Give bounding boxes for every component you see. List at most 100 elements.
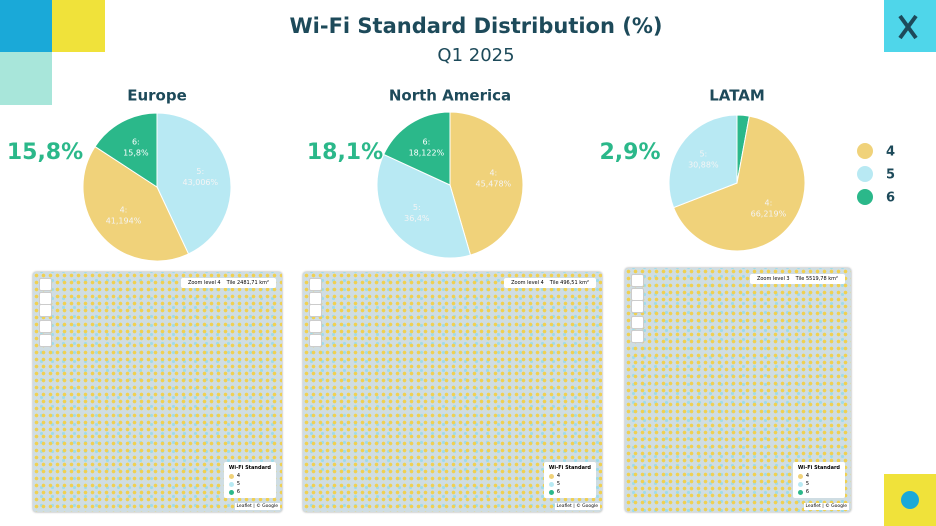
pie-title: North America <box>389 87 511 105</box>
map-legend-swatch <box>797 489 803 495</box>
pie-slice <box>376 153 472 259</box>
slice-label: 5: <box>699 149 707 158</box>
map-legend-title: Wi-Fi Standard <box>548 465 591 471</box>
legend-label: 5 <box>886 168 895 183</box>
map-control[interactable] <box>631 300 644 313</box>
map-legend-item: 4 <box>228 473 271 479</box>
map-legend-swatch <box>228 481 234 487</box>
zoom-level: Zoom level 4 <box>187 280 221 286</box>
map: Zoom level 3 Tile 5519,78 km² Wi-Fi Standa… <box>625 268 851 512</box>
pie-title: LATAM <box>709 87 765 105</box>
slice-value: 43,006% <box>183 178 219 187</box>
slice-label: 5: <box>196 167 204 176</box>
legend-swatch <box>857 143 873 159</box>
map-legend-swatch <box>228 473 234 479</box>
legend-label: 4 <box>886 145 895 160</box>
map-legend: Wi-Fi Standard 4 5 6 <box>223 462 276 498</box>
slice-label: 5: <box>413 203 421 212</box>
slice-value: 18,122% <box>409 149 445 158</box>
map-info: Zoom level 4 Tile 496,51 km² <box>504 278 596 288</box>
map-legend-item: 5 <box>548 481 591 487</box>
map: Zoom level 4 Tile 496,51 km² Wi-Fi Standar… <box>303 272 602 512</box>
map-legend-swatch <box>797 481 803 487</box>
logo <box>898 14 918 40</box>
map-legend-label: 6 <box>236 489 241 495</box>
pie-slice <box>383 111 451 186</box>
map-legend-item: 6 <box>228 489 271 495</box>
subtitle: Q1 2025 <box>437 45 514 66</box>
highlight: 2,9% <box>599 140 660 165</box>
slice-label: 6: <box>132 137 140 146</box>
legend-swatch <box>857 166 873 182</box>
pie-title: Europe <box>127 87 187 105</box>
map-legend-label: 6 <box>556 489 561 495</box>
slice-value: 15,8% <box>123 148 149 157</box>
map-legend-swatch <box>548 481 554 487</box>
map-legend-item: 5 <box>797 481 840 487</box>
pie-slice <box>82 145 190 262</box>
map-legend-swatch <box>228 489 234 495</box>
map-legend: Wi-Fi Standard 4 5 6 <box>792 462 845 498</box>
slice-value: 30,88% <box>688 160 719 169</box>
map-control[interactable] <box>631 330 644 343</box>
pie-slice <box>668 114 738 209</box>
map-legend-swatch <box>797 473 803 479</box>
map-legend-item: 6 <box>548 489 591 495</box>
highlight: 18,1% <box>307 140 383 165</box>
title: Wi-Fi Standard Distribution (%) <box>290 14 663 38</box>
legend-label: 6 <box>886 191 895 206</box>
map-control[interactable] <box>39 278 52 291</box>
tile-size: Tile 496,51 km² <box>549 280 589 286</box>
deco-square <box>52 0 105 52</box>
map-legend-label: 4 <box>556 473 561 479</box>
slice-label: 6: <box>422 138 430 147</box>
tile-size: Tile 2481,71 km² <box>226 280 269 286</box>
map-legend: Wi-Fi Standard 4 5 6 <box>543 462 596 498</box>
map-control[interactable] <box>309 320 322 333</box>
logo-mark <box>901 491 919 509</box>
map-control[interactable] <box>631 316 644 329</box>
attribution: Leaflet | © Google <box>803 503 849 510</box>
slice-value: 36,4% <box>404 214 430 223</box>
map-legend-item: 4 <box>797 473 840 479</box>
attribution: Leaflet | © Google <box>554 503 600 510</box>
map-info: Zoom level 4 Tile 2481,71 km² <box>180 278 276 288</box>
highlight: 15,8% <box>7 140 83 165</box>
slice-value: 41,194% <box>106 217 142 226</box>
map-control[interactable] <box>631 274 644 287</box>
map-legend-title: Wi-Fi Standard <box>797 465 840 471</box>
map-control[interactable] <box>309 334 322 347</box>
map-control[interactable] <box>39 320 52 333</box>
pie-slice <box>672 115 806 252</box>
slice-value: 66,219% <box>751 210 787 219</box>
map-legend-label: 4 <box>236 473 241 479</box>
map-info: Zoom level 3 Tile 5519,78 km² <box>749 274 845 284</box>
map-control[interactable] <box>39 334 52 347</box>
pie-slice <box>94 112 158 188</box>
deco-square <box>0 52 52 105</box>
map-legend-label: 5 <box>556 481 561 487</box>
map-legend-label: 4 <box>805 473 810 479</box>
map-legend-item: 4 <box>548 473 591 479</box>
map-control[interactable] <box>309 278 322 291</box>
map: Zoom level 4 Tile 2481,71 km² Wi-Fi Standa… <box>33 272 282 512</box>
map-legend-item: 6 <box>797 489 840 495</box>
map-control[interactable] <box>39 304 52 317</box>
map-legend-title: Wi-Fi Standard <box>228 465 271 471</box>
map-control[interactable] <box>309 304 322 317</box>
legend-swatch <box>857 189 873 205</box>
attribution: Leaflet | © Google <box>234 503 280 510</box>
map-legend-label: 6 <box>805 489 810 495</box>
slice-value: 45,478% <box>476 179 512 188</box>
zoom-level: Zoom level 3 <box>756 276 790 282</box>
map-legend-label: 5 <box>805 481 810 487</box>
map-legend-item: 5 <box>228 481 271 487</box>
zoom-level: Zoom level 4 <box>511 280 544 286</box>
pie-slice <box>156 112 232 255</box>
tile-size: Tile 5519,78 km² <box>795 276 838 282</box>
slice-label: 4: <box>120 206 128 215</box>
map-legend-label: 5 <box>236 481 241 487</box>
map-legend-swatch <box>548 489 554 495</box>
